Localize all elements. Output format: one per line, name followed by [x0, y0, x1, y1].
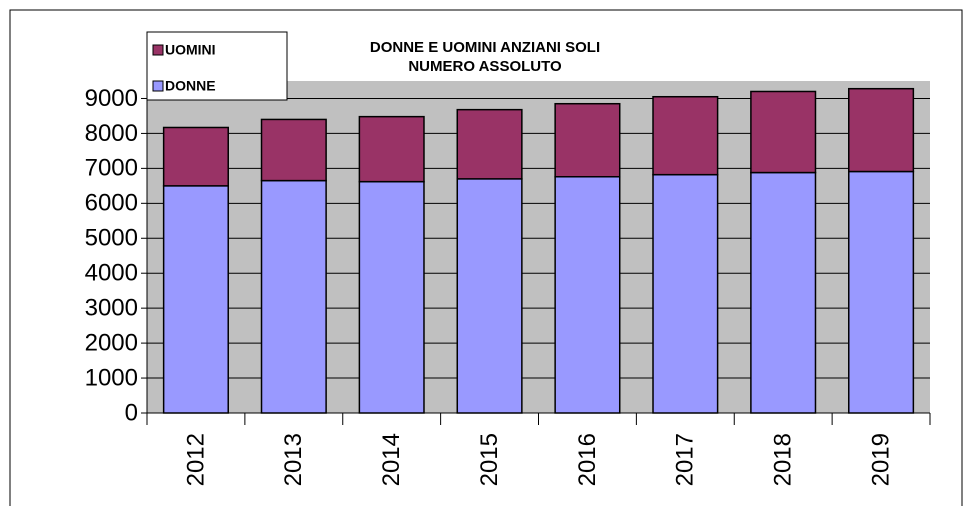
legend-box: [146, 31, 288, 101]
bar-segment: [162, 126, 229, 187]
legend-swatch: [152, 44, 164, 56]
bar-segment: [260, 179, 327, 414]
bar-segment: [456, 108, 523, 180]
x-tick-label: 2012: [182, 433, 209, 486]
bar-segment: [554, 102, 621, 178]
y-tick-label: 9000: [85, 85, 138, 112]
bar-segment: [652, 95, 719, 176]
bar-segment: [652, 173, 719, 414]
x-tick-label: 2019: [867, 433, 894, 486]
y-tick-label: 2000: [85, 329, 138, 356]
bar-segment: [456, 178, 523, 414]
legend-label: UOMINI: [165, 42, 216, 58]
chart-title: DONNE E UOMINI ANZIANI SOLI: [370, 39, 600, 56]
bar-segment: [750, 90, 817, 174]
y-tick-label: 4000: [85, 260, 138, 287]
x-tick-label: 2016: [574, 433, 601, 486]
bar-segment: [554, 176, 621, 414]
bar-segment: [260, 118, 327, 182]
bar-segment: [848, 170, 915, 414]
bar-segment: [162, 185, 229, 414]
legend-swatch: [152, 80, 164, 92]
x-tick-label: 2013: [280, 433, 307, 486]
y-tick-label: 3000: [85, 295, 138, 322]
bar-segment: [750, 171, 817, 414]
chart-subtitle: NUMERO ASSOLUTO: [408, 58, 562, 75]
legend-label: DONNE: [165, 78, 216, 94]
x-tick-label: 2017: [672, 433, 699, 486]
y-tick-label: 5000: [85, 225, 138, 252]
y-tick-label: 7000: [85, 155, 138, 182]
y-tick-label: 1000: [85, 364, 138, 391]
x-tick-label: 2014: [378, 433, 405, 486]
bar-segment: [848, 87, 915, 173]
y-tick-label: 0: [125, 399, 138, 426]
x-tick-label: 2015: [476, 433, 503, 486]
x-tick-label: 2018: [770, 433, 797, 486]
bar-segment: [358, 180, 425, 414]
y-tick-label: 8000: [85, 120, 138, 147]
y-tick-label: 6000: [85, 190, 138, 217]
bar-segment: [358, 115, 425, 183]
